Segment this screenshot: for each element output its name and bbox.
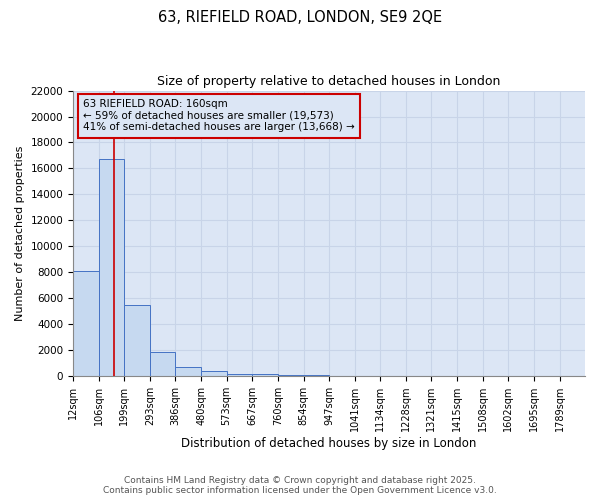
Bar [253, 374, 278, 376]
Bar [278, 375, 304, 376]
Y-axis label: Number of detached properties: Number of detached properties [15, 146, 25, 321]
Bar [73, 271, 99, 376]
Text: 63, RIEFIELD ROAD, LONDON, SE9 2QE: 63, RIEFIELD ROAD, LONDON, SE9 2QE [158, 10, 442, 25]
Bar [201, 372, 227, 376]
X-axis label: Distribution of detached houses by size in London: Distribution of detached houses by size … [181, 437, 477, 450]
Title: Size of property relative to detached houses in London: Size of property relative to detached ho… [157, 75, 501, 88]
Bar [175, 368, 201, 376]
Bar [99, 160, 124, 376]
Bar [304, 375, 329, 376]
Bar [124, 305, 150, 376]
Bar [227, 374, 253, 376]
Text: Contains HM Land Registry data © Crown copyright and database right 2025.
Contai: Contains HM Land Registry data © Crown c… [103, 476, 497, 495]
Bar [150, 352, 175, 376]
Text: 63 RIEFIELD ROAD: 160sqm
← 59% of detached houses are smaller (19,573)
41% of se: 63 RIEFIELD ROAD: 160sqm ← 59% of detach… [83, 99, 355, 132]
